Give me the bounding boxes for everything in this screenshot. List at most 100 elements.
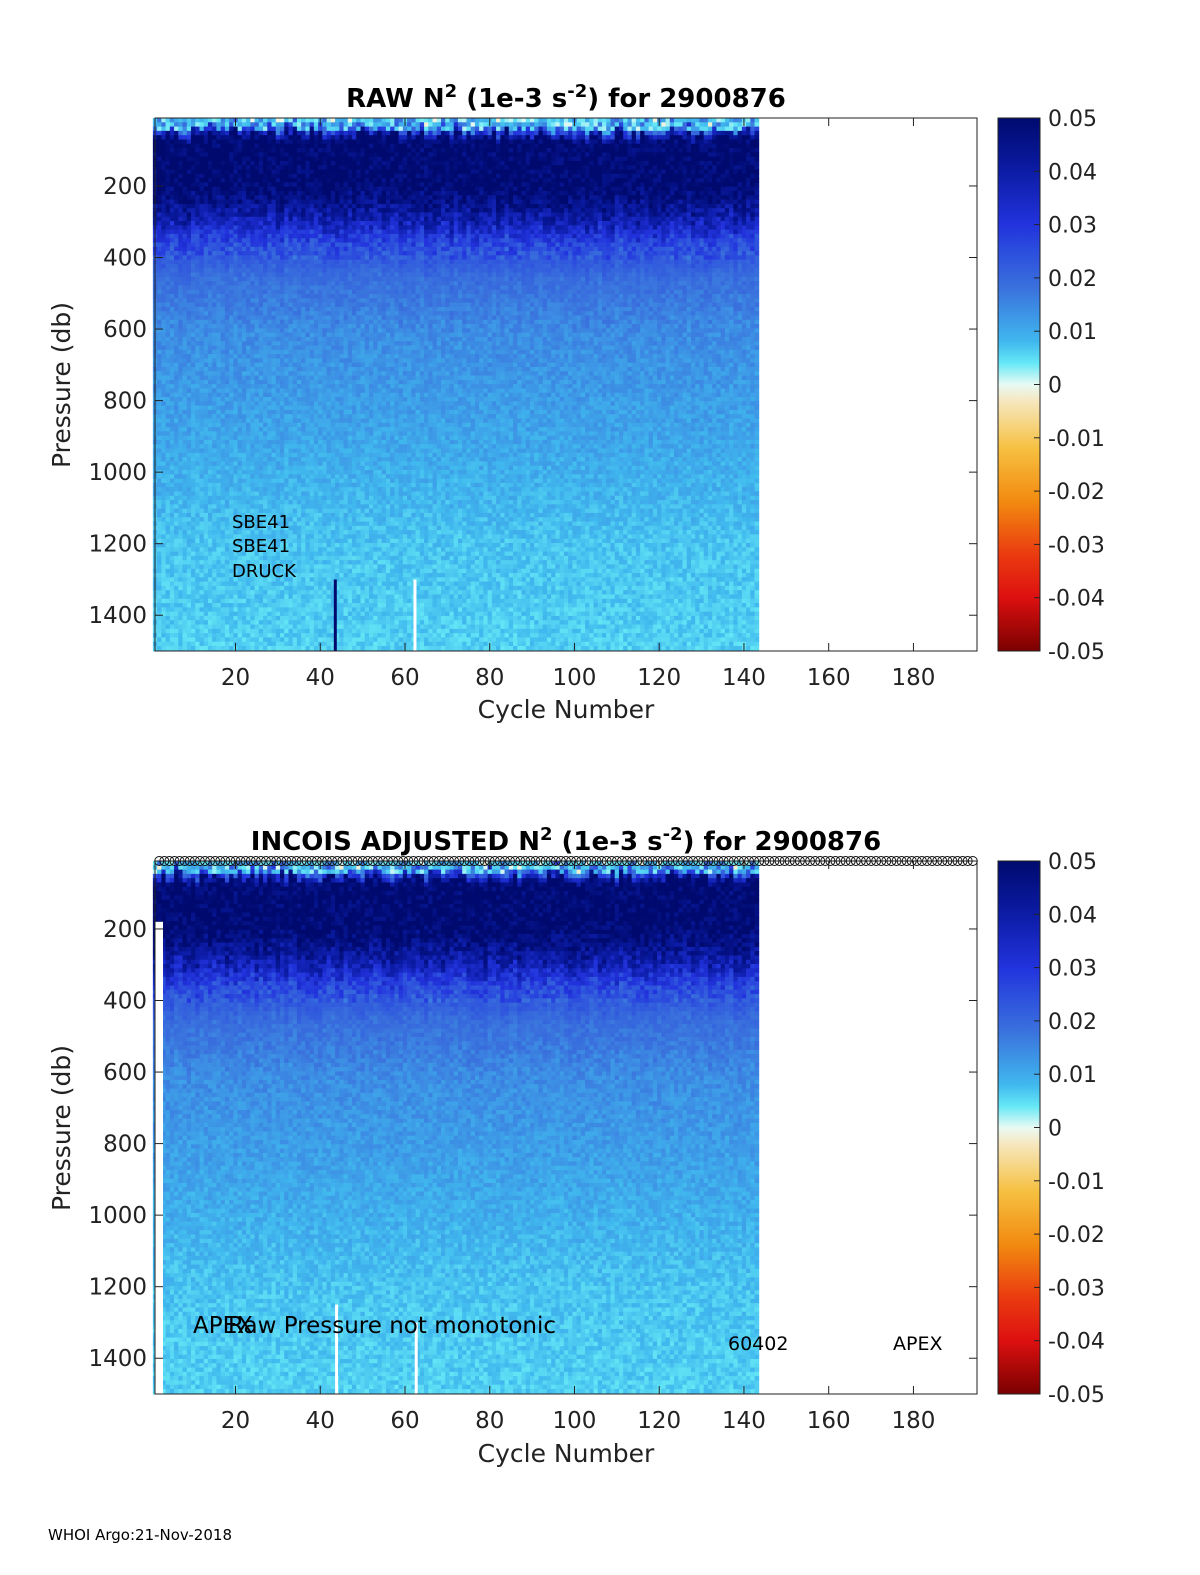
heatmap-cell xyxy=(272,646,277,651)
heatmap-cell xyxy=(170,487,175,492)
heatmap-cell xyxy=(233,479,238,484)
heatmap-cell xyxy=(229,599,234,604)
heatmap-cell xyxy=(195,453,200,458)
heatmap-cell xyxy=(276,277,281,282)
heatmap-cell xyxy=(174,354,179,359)
heatmap-cell xyxy=(238,388,243,393)
heatmap-cell xyxy=(272,414,277,419)
heatmap-cell xyxy=(157,127,162,132)
heatmap-cell xyxy=(204,234,209,239)
heatmap-cell xyxy=(238,393,243,398)
heatmap-cell xyxy=(216,281,221,286)
heatmap-cell xyxy=(242,483,247,488)
heatmap-cell xyxy=(255,307,260,312)
heatmap-cell xyxy=(255,479,260,484)
heatmap-cell xyxy=(250,187,255,192)
heatmap-cell xyxy=(166,500,171,505)
heatmap-cell xyxy=(216,328,221,333)
heatmap-cell xyxy=(195,170,200,175)
heatmap-cell xyxy=(208,431,213,436)
heatmap-cell xyxy=(178,277,183,282)
heatmap-cell xyxy=(229,337,234,342)
heatmap-cell xyxy=(263,406,268,411)
heatmap-cell xyxy=(238,152,243,157)
heatmap-cell xyxy=(238,277,243,282)
heatmap-cell xyxy=(242,195,247,200)
heatmap-cell xyxy=(272,333,277,338)
heatmap-cell xyxy=(250,324,255,329)
heatmap-cell xyxy=(161,522,166,527)
heatmap-cell xyxy=(187,165,192,170)
heatmap-cell xyxy=(157,251,162,256)
heatmap-cell xyxy=(170,315,175,320)
heatmap-cell xyxy=(238,135,243,140)
heatmap-cell xyxy=(195,504,200,509)
heatmap-cell xyxy=(250,281,255,286)
heatmap-cell xyxy=(199,157,204,162)
heatmap-cell xyxy=(191,285,196,290)
heatmap-cell xyxy=(233,410,238,415)
heatmap-cell xyxy=(157,384,162,389)
heatmap-cell xyxy=(267,371,272,376)
heatmap-cell xyxy=(225,354,230,359)
heatmap-cell xyxy=(174,491,179,496)
heatmap-cell xyxy=(178,474,183,479)
heatmap-cell xyxy=(263,449,268,454)
heatmap-cell xyxy=(216,444,221,449)
heatmap-cell xyxy=(221,187,226,192)
heatmap-cell xyxy=(199,496,204,501)
heatmap-cell xyxy=(221,440,226,445)
heatmap-cell xyxy=(267,461,272,466)
heatmap-cell xyxy=(250,127,255,132)
heatmap-cell xyxy=(174,315,179,320)
heatmap-cell xyxy=(255,212,260,217)
heatmap-cell xyxy=(212,625,217,630)
heatmap-cell xyxy=(221,384,226,389)
heatmap-cell xyxy=(250,346,255,351)
heatmap-cell xyxy=(259,277,264,282)
heatmap-cell xyxy=(191,491,196,496)
heatmap-cell xyxy=(178,238,183,243)
heatmap-cell xyxy=(216,504,221,509)
heatmap-cell xyxy=(174,569,179,574)
heatmap-cell xyxy=(255,333,260,338)
heatmap-cell xyxy=(204,431,209,436)
heatmap-cell xyxy=(174,556,179,561)
heatmap-cell xyxy=(161,371,166,376)
heatmap-cell xyxy=(161,341,166,346)
heatmap-cell xyxy=(187,200,192,205)
heatmap-cell xyxy=(276,397,281,402)
heatmap-cell xyxy=(195,358,200,363)
heatmap-cell xyxy=(255,217,260,222)
heatmap-cell xyxy=(166,577,171,582)
heatmap-cell xyxy=(191,522,196,527)
heatmap-cell xyxy=(225,470,230,475)
heatmap-cell xyxy=(195,376,200,381)
heatmap-cell xyxy=(208,204,213,209)
heatmap-cell xyxy=(242,418,247,423)
heatmap-cell xyxy=(259,401,264,406)
heatmap-cell xyxy=(166,328,171,333)
heatmap-cell xyxy=(199,144,204,149)
heatmap-cell xyxy=(229,350,234,355)
heatmap-cell xyxy=(199,191,204,196)
heatmap-cell xyxy=(212,341,217,346)
heatmap-cell xyxy=(212,466,217,471)
heatmap-cell xyxy=(170,200,175,205)
heatmap-cell xyxy=(187,474,192,479)
heatmap-cell xyxy=(272,148,277,153)
heatmap-cell xyxy=(208,577,213,582)
heatmap-cell xyxy=(229,264,234,269)
heatmap-cell xyxy=(250,251,255,256)
heatmap-cell xyxy=(212,453,217,458)
heatmap-cell xyxy=(195,440,200,445)
heatmap-cell xyxy=(255,234,260,239)
heatmap-cell xyxy=(229,260,234,265)
heatmap-cell xyxy=(255,449,260,454)
heatmap-cell xyxy=(157,174,162,179)
heatmap-cell xyxy=(242,629,247,634)
heatmap-cell xyxy=(178,165,183,170)
heatmap-cell xyxy=(250,487,255,492)
heatmap-cell xyxy=(191,122,196,127)
heatmap-cell xyxy=(170,247,175,252)
